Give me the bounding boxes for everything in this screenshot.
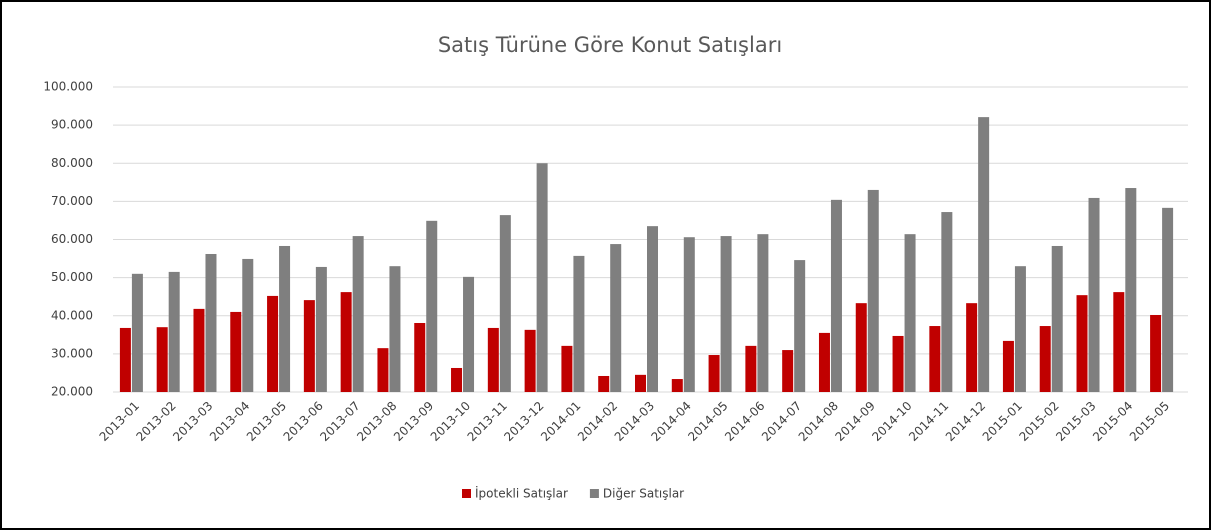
- bar: [352, 236, 364, 392]
- chart-title: Satış Türüne Göre Konut Satışları: [438, 33, 782, 57]
- y-tick-label: 50.000: [51, 270, 93, 284]
- bar: [340, 292, 352, 392]
- bar: [635, 374, 646, 392]
- bar: [598, 375, 610, 392]
- bar: [855, 303, 867, 392]
- bar: [683, 237, 695, 392]
- bar: [1039, 326, 1051, 392]
- bar: [1002, 340, 1014, 392]
- bar: [830, 199, 842, 392]
- bar: [1113, 292, 1125, 392]
- y-tick-label: 20.000: [51, 385, 93, 399]
- bar: [463, 276, 475, 392]
- y-tick-label: 80.000: [51, 156, 93, 170]
- bar: [451, 367, 463, 392]
- bar: [279, 245, 291, 392]
- bar: [782, 350, 794, 392]
- bar: [524, 329, 536, 392]
- bar: [708, 355, 720, 392]
- bar: [389, 266, 401, 392]
- y-tick-label: 60.000: [51, 232, 93, 246]
- bar: [978, 117, 990, 393]
- bar: [168, 271, 180, 392]
- bar: [561, 345, 573, 392]
- bar: [573, 255, 585, 392]
- y-tick-label: 70.000: [51, 194, 93, 208]
- y-tick-label: 30.000: [51, 346, 93, 360]
- bar: [1150, 314, 1162, 392]
- y-tick-label: 40.000: [51, 308, 93, 322]
- bar: [119, 327, 131, 392]
- bar: [156, 327, 168, 392]
- bar: [242, 258, 254, 392]
- bar: [536, 163, 548, 392]
- bar: [818, 332, 830, 392]
- bar: [1088, 197, 1100, 392]
- bar: [892, 335, 904, 392]
- bar: [487, 327, 499, 392]
- bar: [1162, 207, 1174, 392]
- bar: [205, 253, 217, 392]
- bar: [671, 379, 683, 392]
- bar: [193, 308, 205, 392]
- bar: [647, 226, 658, 392]
- bar: [966, 303, 978, 392]
- bar: [1014, 266, 1026, 392]
- y-tick-label: 100.000: [43, 80, 93, 94]
- bar: [414, 322, 426, 392]
- legend-swatch: [589, 489, 599, 498]
- bar: [1076, 295, 1088, 392]
- bar: [941, 212, 953, 392]
- legend-label: İpotekli Satışlar: [475, 486, 568, 501]
- bar: [794, 260, 806, 392]
- bar: [377, 348, 389, 392]
- bar: [267, 295, 279, 392]
- bar: [720, 236, 732, 392]
- bar: [426, 220, 438, 392]
- legend-swatch: [462, 489, 471, 498]
- bar: [757, 234, 769, 392]
- bar: [904, 234, 916, 392]
- bar: [230, 311, 242, 392]
- y-tick-label: 90.000: [51, 118, 93, 132]
- bar: [315, 266, 327, 392]
- bar: [499, 215, 511, 392]
- bar: [1125, 188, 1137, 392]
- bar: [1051, 245, 1063, 392]
- bar: [610, 244, 622, 392]
- bar: [745, 345, 757, 392]
- bar: [867, 189, 879, 392]
- legend-label: Diğer Satışlar: [603, 487, 684, 501]
- bar: [303, 300, 315, 392]
- bar: [131, 273, 143, 392]
- bar: [929, 326, 941, 392]
